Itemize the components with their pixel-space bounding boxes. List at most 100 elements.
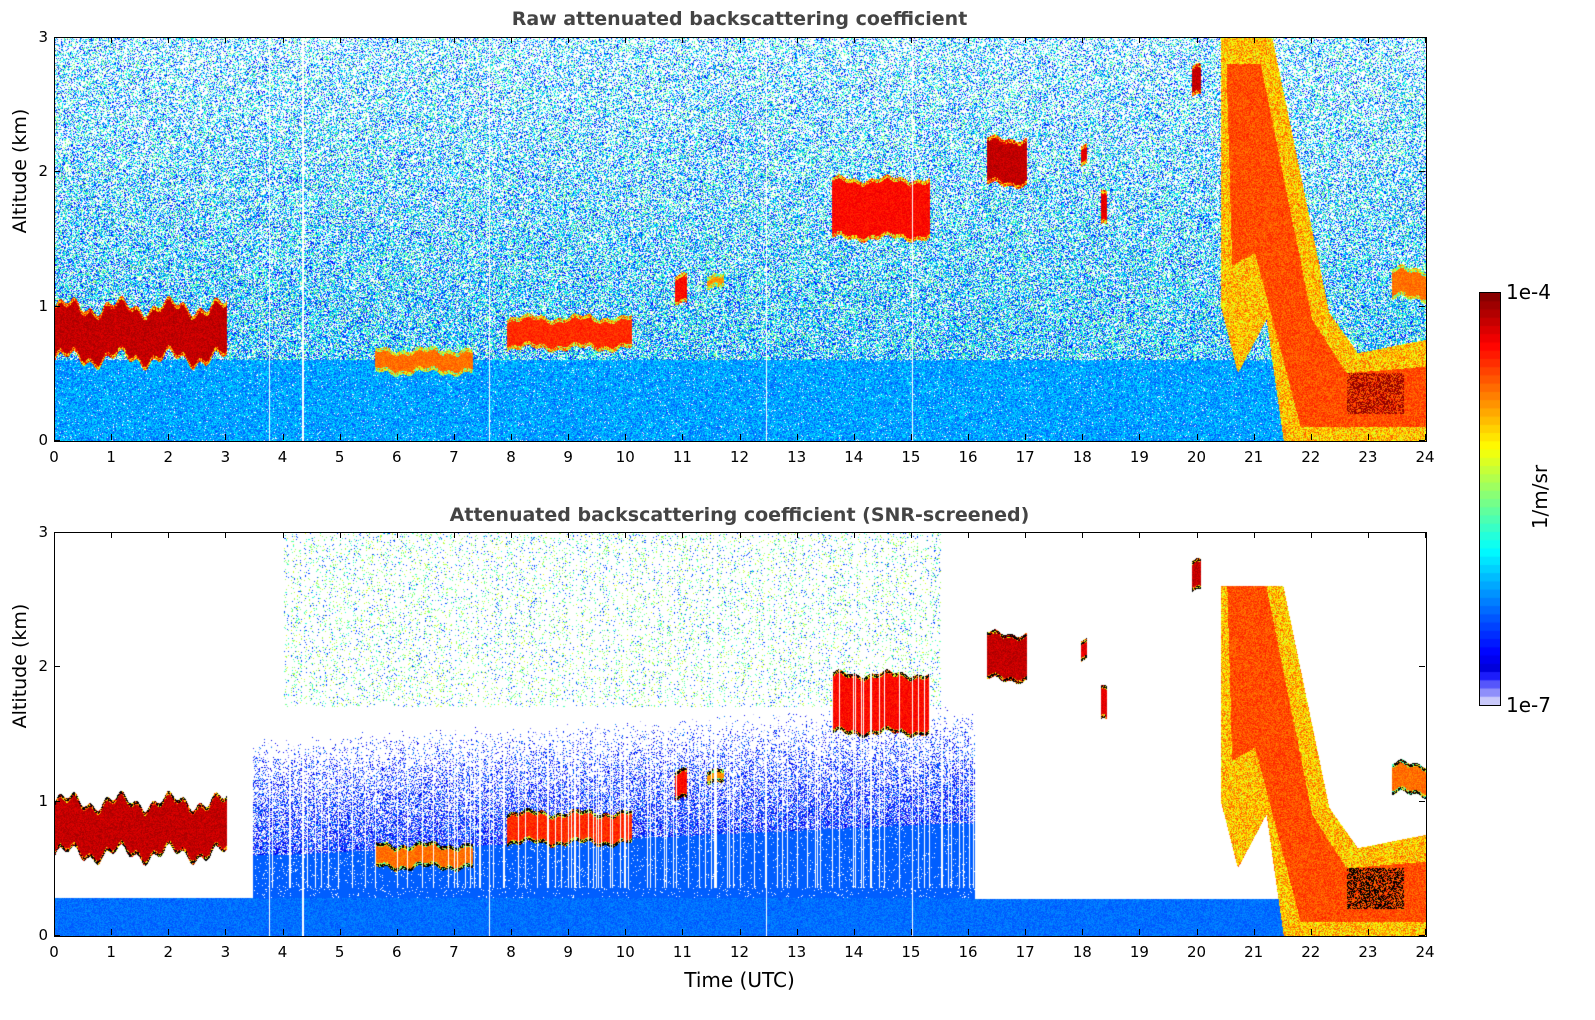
x-tick-top [796,532,798,538]
x-tick-label: 0 [49,448,59,466]
x-tick-label: 18 [1072,943,1092,961]
x-tick-label: 4 [277,943,288,961]
y-tick [54,171,60,173]
x-tick-top [910,37,912,43]
x-tick [1082,929,1084,935]
y-tick-label: 2 [38,657,48,676]
x-tick-label: 20 [1186,448,1207,466]
x-tick-top [1425,532,1426,538]
x-tick [1253,929,1255,935]
x-tick [1139,929,1141,935]
x-tick [1025,434,1027,440]
x-tick [511,929,512,935]
x-tick-label: 22 [1301,943,1321,961]
x-tick-label: 21 [1244,448,1264,466]
y-tick-right [1419,800,1425,802]
x-tick-label: 23 [1358,943,1378,961]
x-tick [1196,434,1198,440]
x-tick-label: 9 [563,448,573,466]
x-tick [453,434,455,440]
y-tick-label: 0 [38,926,48,944]
colorbar-unit-label: 1/m/sr [1528,464,1552,530]
x-tick [1367,929,1369,935]
x-tick-top [1310,37,1312,43]
x-tick [682,434,684,440]
x-tick [168,434,170,440]
x-tick-top [1367,532,1369,538]
x-tick-top [1139,37,1141,43]
y-tick [54,800,60,802]
y-tick [54,37,60,38]
y-tick-right [1419,440,1425,441]
x-tick-label: 1 [106,448,116,466]
x-tick [282,434,284,440]
x-tick-label: 16 [958,448,978,466]
x-tick-top [396,37,398,43]
y-tick [54,305,60,307]
x-tick [1196,929,1198,935]
y-tick [54,935,60,936]
y-tick-right [1419,37,1425,38]
x-tick-label: 19 [1129,943,1149,961]
x-tick-top [910,532,912,538]
raw-backscatter-heatmap [54,37,1427,442]
top-chart-title: Raw attenuated backscattering coefficien… [511,8,968,30]
colorbar [1479,292,1501,706]
x-tick-top [282,532,284,538]
x-tick-top [1367,37,1369,43]
x-tick [111,434,113,440]
x-tick-label: 8 [506,943,516,961]
x-tick-label: 3 [220,448,231,466]
x-tick-top [1196,532,1198,538]
x-tick-top [1082,37,1084,43]
y-tick-label: 0 [38,431,48,449]
screened-heatmap-canvas [55,533,1426,936]
x-tick-label: 24 [1415,943,1435,961]
x-tick [853,929,855,935]
y-tick-label: 1 [38,791,48,810]
x-tick-top [568,37,570,43]
x-tick [1025,929,1027,935]
x-tick [625,434,627,440]
x-tick-label: 3 [220,943,231,961]
x-tick [625,929,627,935]
x-tick [1310,434,1312,440]
x-tick [1253,434,1255,440]
x-tick-top [796,37,798,43]
x-tick-top [54,532,55,538]
x-tick [339,434,341,440]
x-tick [54,929,55,935]
x-tick-label: 7 [449,448,459,466]
x-tick-top [1025,37,1027,43]
x-tick-top [168,37,170,43]
x-tick [396,929,398,935]
x-tick-top [568,532,570,538]
screened-backscatter-heatmap [54,532,1427,937]
x-tick-top [396,532,398,538]
x-tick [1425,434,1426,440]
x-tick [1367,434,1369,440]
x-tick-label: 15 [901,448,921,466]
x-tick-top [225,37,227,43]
x-tick-top [853,532,855,538]
x-tick-top [739,37,741,43]
colorbar-min-label: 1e-7 [1506,693,1551,717]
x-tick [910,929,912,935]
x-tick-label: 5 [334,448,345,466]
x-tick-top [739,532,741,538]
x-tick-label: 13 [787,448,807,466]
x-tick-label: 19 [1129,448,1149,466]
y-tick [54,440,60,441]
bottom-y-axis-label: Altitude (km) [9,603,31,729]
x-tick-label: 1 [106,943,116,961]
x-tick-top [54,37,55,43]
x-tick [54,434,55,440]
x-tick-top [453,532,455,538]
x-tick-top [1253,532,1255,538]
x-tick [796,929,798,935]
x-tick-label: 23 [1358,448,1378,466]
raw-heatmap-canvas [55,38,1426,441]
x-tick [796,434,798,440]
x-tick-top [453,37,455,43]
x-tick-top [282,37,284,43]
